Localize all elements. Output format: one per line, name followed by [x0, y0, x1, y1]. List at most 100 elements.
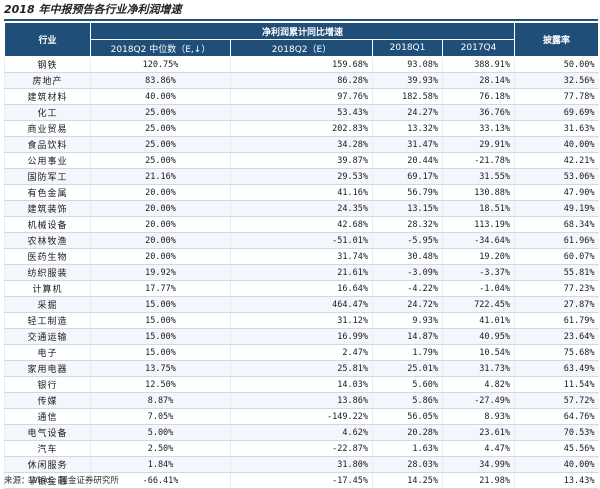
q4-growth-cell: 10.54%	[441, 344, 515, 361]
q1-growth-cell: 5.86%	[372, 392, 443, 409]
q2-growth-cell: 25.81%	[230, 360, 373, 377]
table-row: 商业贸易 25.00% 202.83% 13.32% 33.13% 31.63%	[4, 120, 599, 137]
q1-growth-cell: 9.93%	[372, 312, 443, 329]
table-row: 公用事业 25.00% 39.87% 20.44% -21.78% 42.21%	[4, 152, 599, 169]
disclosure-rate-cell: 57.72%	[514, 392, 599, 409]
q4-growth-cell: -21.78%	[441, 152, 515, 169]
table-title: 2018 年中报预告各行业净利润增速	[4, 3, 182, 16]
industry-cell: 国防军工	[4, 168, 91, 185]
table-row: 银行 12.50% 14.03% 5.60% 4.82% 11.54%	[4, 376, 599, 393]
q1-growth-cell: 20.44%	[372, 152, 443, 169]
table-row: 纺织服装 19.92% 21.61% -3.09% -3.37% 55.81%	[4, 264, 599, 281]
disclosure-rate-cell: 70.53%	[514, 424, 599, 441]
q4-growth-cell: 36.76%	[441, 104, 515, 121]
median-growth-cell: 2.50%	[90, 440, 231, 457]
disclosure-rate-cell: 61.96%	[514, 232, 599, 249]
median-growth-cell: 25.00%	[90, 136, 231, 153]
profit-growth-table: 行业 净利润累计同比增速 披露率 2018Q2 中位数（E,↓） 2018Q2（…	[4, 22, 600, 489]
disclosure-rate-cell: 55.81%	[514, 264, 599, 281]
disclosure-rate-cell: 49.19%	[514, 200, 599, 217]
disclosure-rate-cell: 11.54%	[514, 376, 599, 393]
q2-growth-cell: -22.87%	[230, 440, 373, 457]
q4-growth-cell: -27.49%	[441, 392, 515, 409]
disclosure-rate-cell: 23.64%	[514, 328, 599, 345]
q1-growth-cell: 30.48%	[372, 248, 443, 265]
disclosure-rate-cell: 40.00%	[514, 136, 599, 153]
median-growth-cell: 20.00%	[90, 184, 231, 201]
disclosure-rate-cell: 47.90%	[514, 184, 599, 201]
industry-cell: 交通运输	[4, 328, 91, 345]
disclosure-rate-cell: 77.78%	[514, 88, 599, 105]
q2-growth-cell: -17.45%	[230, 472, 373, 489]
q4-growth-cell: -1.04%	[441, 280, 515, 297]
industry-cell: 钢铁	[4, 56, 91, 73]
header-2018q2-median[interactable]: 2018Q2 中位数（E,↓）	[90, 39, 231, 57]
median-growth-cell: 15.00%	[90, 344, 231, 361]
q1-growth-cell: 28.32%	[372, 216, 443, 233]
q2-growth-cell: -51.01%	[230, 232, 373, 249]
industry-cell: 休闲服务	[4, 456, 91, 473]
industry-cell: 建筑装饰	[4, 200, 91, 217]
industry-cell: 建筑材料	[4, 88, 91, 105]
q2-growth-cell: 31.74%	[230, 248, 373, 265]
median-growth-cell: 12.50%	[90, 376, 231, 393]
q1-growth-cell: 13.15%	[372, 200, 443, 217]
disclosure-rate-cell: 31.63%	[514, 120, 599, 137]
median-growth-cell: 20.00%	[90, 200, 231, 217]
table-row: 房地产 83.86% 86.28% 39.93% 28.14% 32.56%	[4, 72, 599, 89]
disclosure-rate-cell: 42.21%	[514, 152, 599, 169]
q2-growth-cell: 86.28%	[230, 72, 373, 89]
table-row: 机械设备 20.00% 42.68% 28.32% 113.19% 68.34%	[4, 216, 599, 233]
q4-growth-cell: -34.64%	[441, 232, 515, 249]
header-2018q2-e: 2018Q2（E）	[230, 39, 373, 57]
q4-growth-cell: 4.47%	[441, 440, 515, 457]
q1-growth-cell: 20.28%	[372, 424, 443, 441]
table-row: 建筑装饰 20.00% 24.35% 13.15% 18.51% 49.19%	[4, 200, 599, 217]
q2-growth-cell: 41.16%	[230, 184, 373, 201]
median-growth-cell: 17.77%	[90, 280, 231, 297]
disclosure-rate-cell: 75.68%	[514, 344, 599, 361]
median-growth-cell: 15.00%	[90, 312, 231, 329]
q2-growth-cell: 31.80%	[230, 456, 373, 473]
median-growth-cell: 25.00%	[90, 104, 231, 121]
median-growth-cell: 5.00%	[90, 424, 231, 441]
q4-growth-cell: 388.91%	[441, 56, 515, 73]
q2-growth-cell: 31.12%	[230, 312, 373, 329]
median-growth-cell: 20.00%	[90, 232, 231, 249]
median-growth-cell: 20.00%	[90, 248, 231, 265]
table-row: 医药生物 20.00% 31.74% 30.48% 19.20% 60.07%	[4, 248, 599, 265]
header-2017q4: 2017Q4	[441, 39, 516, 57]
q4-growth-cell: 33.13%	[441, 120, 515, 137]
q2-growth-cell: 29.53%	[230, 168, 373, 185]
industry-cell: 公用事业	[4, 152, 91, 169]
q2-growth-cell: 21.61%	[230, 264, 373, 281]
disclosure-rate-cell: 69.69%	[514, 104, 599, 121]
median-growth-cell: 15.00%	[90, 296, 231, 313]
q1-growth-cell: 31.47%	[372, 136, 443, 153]
median-growth-cell: 120.75%	[90, 56, 231, 73]
q1-growth-cell: 56.05%	[372, 408, 443, 425]
q1-growth-cell: 25.01%	[372, 360, 443, 377]
median-growth-cell: 13.75%	[90, 360, 231, 377]
median-growth-cell: 8.87%	[90, 392, 231, 409]
table-row: 休闲服务 1.84% 31.80% 28.03% 34.99% 40.00%	[4, 456, 599, 473]
q4-growth-cell: 41.01%	[441, 312, 515, 329]
q2-growth-cell: 4.62%	[230, 424, 373, 441]
q2-growth-cell: -149.22%	[230, 408, 373, 425]
q1-growth-cell: -4.22%	[372, 280, 443, 297]
q1-growth-cell: 5.60%	[372, 376, 443, 393]
q1-growth-cell: 69.17%	[372, 168, 443, 185]
table-row: 家用电器 13.75% 25.81% 25.01% 31.73% 63.49%	[4, 360, 599, 377]
table-row: 传媒 8.87% 13.86% 5.86% -27.49% 57.72%	[4, 392, 599, 409]
table-row: 国防军工 21.16% 29.53% 69.17% 31.55% 53.06%	[4, 168, 599, 185]
industry-cell: 轻工制造	[4, 312, 91, 329]
q2-growth-cell: 97.76%	[230, 88, 373, 105]
header-industry: 行业	[4, 22, 91, 57]
q1-growth-cell: 24.27%	[372, 104, 443, 121]
disclosure-rate-cell: 53.06%	[514, 168, 599, 185]
q4-growth-cell: 23.61%	[441, 424, 515, 441]
industry-cell: 化工	[4, 104, 91, 121]
industry-cell: 家用电器	[4, 360, 91, 377]
q2-growth-cell: 202.83%	[230, 120, 373, 137]
q2-growth-cell: 13.86%	[230, 392, 373, 409]
